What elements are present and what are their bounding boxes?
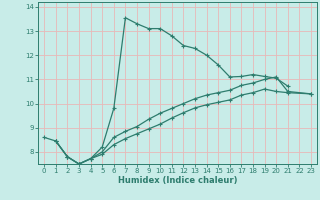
X-axis label: Humidex (Indice chaleur): Humidex (Indice chaleur) [118,176,237,185]
